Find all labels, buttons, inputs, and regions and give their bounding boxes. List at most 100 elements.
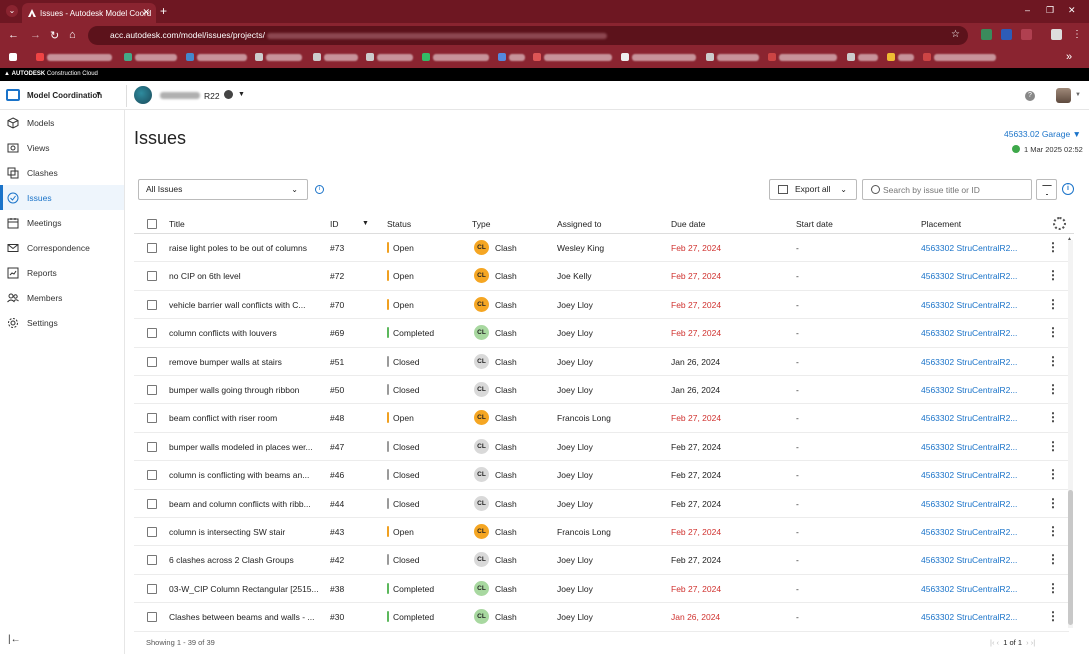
bookmark-item[interactable] [858,54,878,61]
column-header-assigned[interactable]: Assigned to [557,219,602,229]
avatar[interactable] [1056,88,1071,103]
column-header-start-date[interactable]: Start date [796,219,833,229]
back-icon[interactable]: ← [8,29,19,41]
table-row[interactable]: column is conflicting with beams an... #4… [134,461,1069,490]
close-window-button[interactable]: ✕ [1068,5,1076,15]
row-menu-icon[interactable]: ⋮ [1047,382,1059,396]
url-field[interactable]: acc.autodesk.com/model/issues/projects/ [88,26,968,45]
placement-link[interactable]: 4563302 StruCentralR2... [921,555,1018,566]
table-row[interactable]: beam conflict with riser room #48 Open CL Cl… [134,404,1069,433]
table-row[interactable]: bumper walls modeled in places wer... #47… [134,433,1069,462]
project-name-redacted[interactable] [160,92,200,99]
bookmark-item[interactable] [544,54,612,61]
issue-title[interactable]: bumper walls modeled in places wer... [169,441,313,452]
placement-link[interactable]: 4563302 StruCentralR2... [921,612,1018,623]
bookmark-icon[interactable] [533,53,541,61]
table-row[interactable]: remove bumper walls at stairs #51 Closed CL… [134,348,1069,376]
row-checkbox[interactable] [147,413,157,424]
scroll-up-icon[interactable]: ▲ [1067,236,1072,242]
sidebar-item-models[interactable]: Models [0,110,124,135]
placement-link[interactable]: 4563302 StruCentralR2... [921,527,1018,537]
first-page-icon[interactable]: |‹ [990,638,995,647]
search-input[interactable] [883,182,1028,197]
home-icon[interactable]: ⌂ [69,29,76,41]
issue-title[interactable]: 03-W_CIP Column Rectangular [2515... [169,583,319,594]
select-all-checkbox[interactable] [147,219,157,229]
issue-title[interactable]: column is intersecting SW stair [169,527,286,537]
bookmark-icon[interactable] [124,53,132,61]
row-menu-icon[interactable]: ⋮ [1047,438,1059,453]
new-tab-button[interactable]: + [160,4,168,18]
issue-title[interactable]: 6 clashes across 2 Clash Groups [169,555,294,566]
extension-icon[interactable] [1001,29,1012,40]
issue-title[interactable]: beam and column conflicts with ribb... [169,498,311,509]
model-context-link[interactable]: 45633.02 Garage ▼ [1004,129,1081,139]
issue-title[interactable]: raise light poles to be out of columns [169,243,307,253]
row-menu-icon[interactable]: ⋮ [1047,353,1059,368]
row-menu-icon[interactable]: ⋮ [1047,467,1059,482]
bookmark-item[interactable] [47,54,112,61]
issue-title[interactable]: column conflicts with louvers [169,328,277,339]
sort-descending-icon[interactable]: ▼ [362,220,369,227]
row-menu-icon[interactable]: ⋮ [1047,580,1059,595]
next-page-icon[interactable]: › [1026,638,1029,647]
bookmark-icon[interactable] [186,53,194,61]
collapse-sidebar-icon[interactable]: |← [8,634,21,645]
close-tab-icon[interactable]: ✕ [142,7,150,17]
issue-title[interactable]: Clashes between beams and walls - ... [169,612,315,623]
bookmark-icon[interactable] [36,53,44,61]
issue-title[interactable]: beam conflict with riser room [169,413,278,424]
row-checkbox[interactable] [147,441,157,452]
column-header-title[interactable]: Title [169,219,185,229]
placement-link[interactable]: 4563302 StruCentralR2... [921,271,1018,282]
info-icon[interactable]: i [1062,183,1074,195]
minimize-button[interactable]: – [1025,5,1031,15]
scrollbar-track[interactable] [1068,240,1073,628]
bookmark-item[interactable] [898,54,914,61]
issue-title[interactable]: column is conflicting with beams an... [169,470,310,481]
maximize-button[interactable]: ❐ [1046,5,1055,15]
bookmark-item[interactable] [324,54,358,61]
placement-link[interactable]: 4563302 StruCentralR2... [921,356,1018,367]
table-row[interactable]: raise light poles to be out of columns #7… [134,234,1069,263]
placement-link[interactable]: 4563302 StruCentralR2... [921,299,1018,310]
table-row[interactable]: 6 clashes across 2 Clash Groups #42 Closed… [134,546,1069,575]
table-row[interactable]: column is intersecting SW stair #43 Open CL… [134,518,1069,547]
sidebar-item-views[interactable]: Views [0,135,124,160]
row-checkbox[interactable] [147,356,157,367]
column-header-id[interactable]: ID [330,219,339,229]
info-icon[interactable]: i [315,185,324,194]
extension-icon[interactable] [981,29,992,40]
row-checkbox[interactable] [147,328,157,339]
placement-link[interactable]: 4563302 StruCentralR2... [921,413,1018,424]
last-page-icon[interactable]: ›| [1030,638,1036,647]
bookmark-item[interactable] [509,54,525,61]
sidebar-item-reports[interactable]: Reports [0,260,124,285]
bookmark-icon[interactable] [313,53,321,61]
table-row[interactable]: column conflicts with louvers #69 Complete… [134,319,1069,348]
row-checkbox[interactable] [147,271,157,282]
column-header-placement[interactable]: Placement [921,219,962,229]
placement-link[interactable]: 4563302 StruCentralR2... [921,498,1018,509]
bookmark-icon[interactable] [887,53,895,61]
prev-page-icon[interactable]: ‹ [996,638,1000,647]
row-checkbox[interactable] [147,243,157,253]
bookmark-icon[interactable] [706,53,714,61]
issue-title[interactable]: remove bumper walls at stairs [169,356,282,367]
row-checkbox[interactable] [147,299,157,310]
module-switcher[interactable]: Model Coordination [27,91,103,100]
extension-icon[interactable] [1021,29,1032,40]
placement-link[interactable]: 4563302 StruCentralR2... [921,441,1018,452]
bookmark-icon[interactable] [621,53,629,61]
column-header-due-date[interactable]: Due date [671,219,706,229]
row-checkbox[interactable] [147,555,157,566]
row-menu-icon[interactable]: ⋮ [1047,268,1059,283]
table-row[interactable]: vehicle barrier wall conflicts with C...… [134,291,1069,320]
issue-title[interactable]: vehicle barrier wall conflicts with C... [169,299,306,310]
browser-menu-icon[interactable]: ⋮ [1072,29,1082,40]
row-menu-icon[interactable]: ⋮ [1047,410,1059,425]
bookmark-item[interactable] [433,54,489,61]
bookmark-item[interactable] [779,54,837,61]
sidebar-item-meetings[interactable]: Meetings [0,210,124,235]
search-field[interactable] [862,179,1032,200]
